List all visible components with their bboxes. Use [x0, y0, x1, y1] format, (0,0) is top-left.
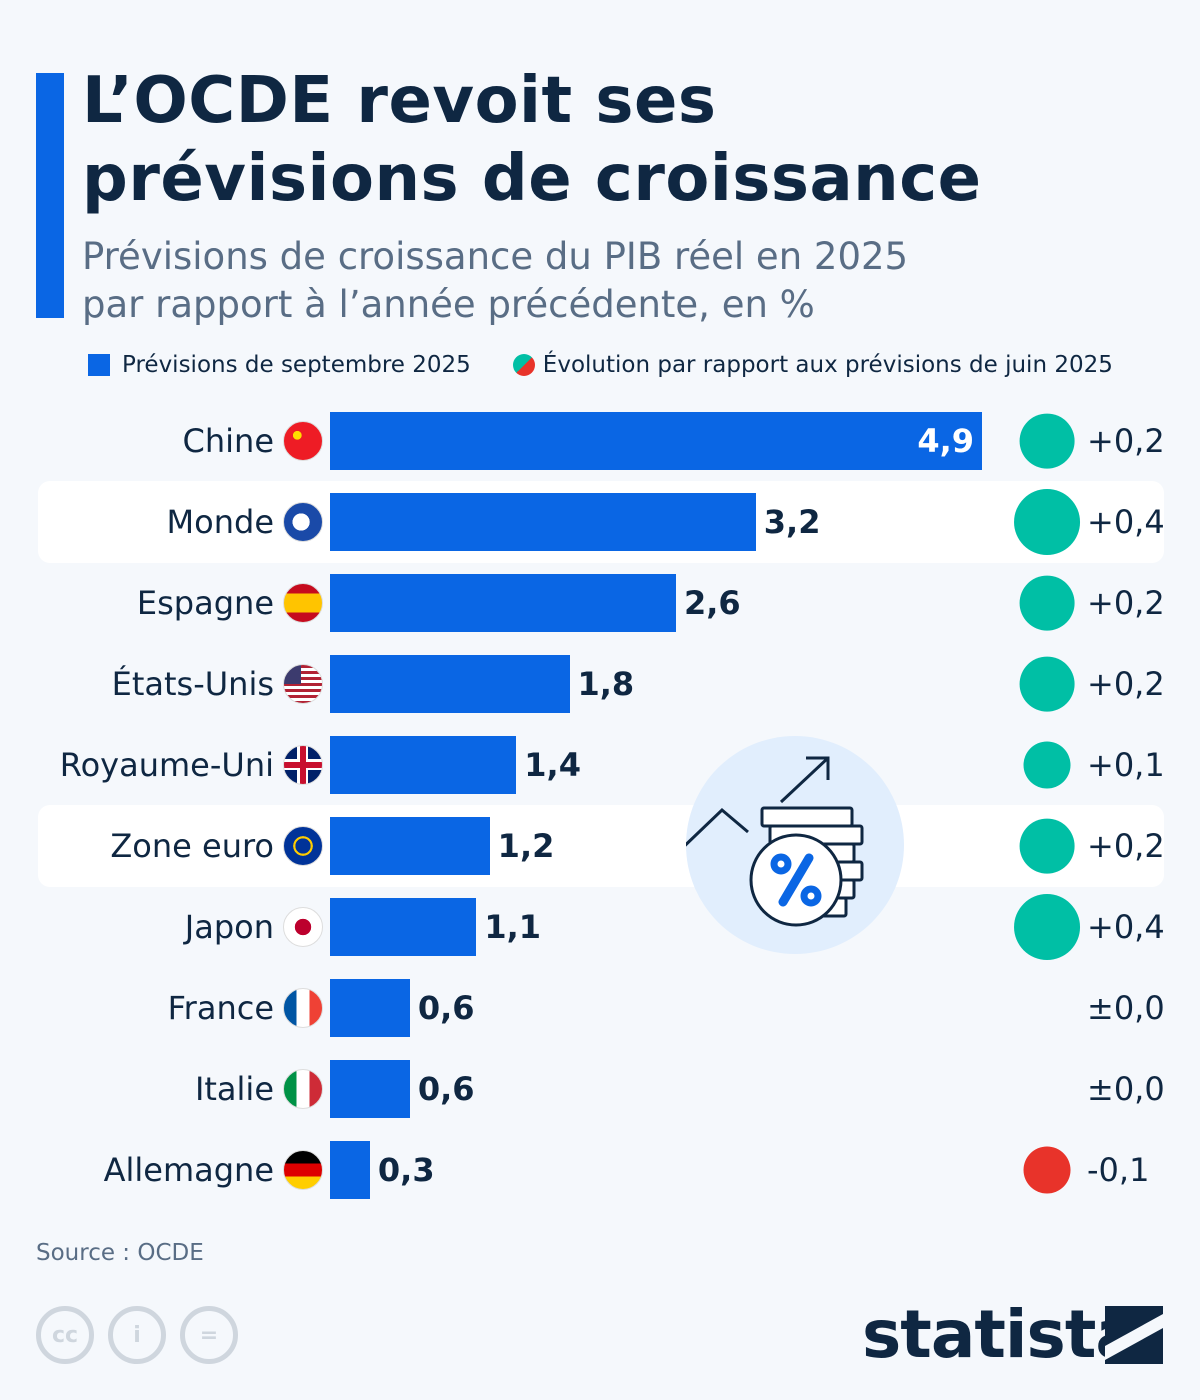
source-note: Source : OCDE [36, 1240, 204, 1266]
spain-flag-icon [283, 583, 323, 623]
globe-icon [283, 502, 323, 542]
title-accent-bar [36, 73, 64, 318]
bar-Allemagne[interactable] [330, 1141, 370, 1199]
change-dot [1014, 489, 1080, 555]
category-label: Allemagne [103, 1151, 274, 1189]
value-label: 0,3 [377, 1151, 435, 1189]
bar-Zone euro[interactable] [330, 817, 490, 875]
attribution-icon[interactable]: i [108, 1306, 166, 1364]
change-label: -0,1 [1087, 1151, 1150, 1189]
change-label: +0,4 [1087, 908, 1165, 946]
subtitle: Prévisions de croissance du PIB réel en … [82, 233, 908, 329]
france-flag-icon [283, 988, 323, 1028]
china-flag-icon [283, 421, 323, 461]
category-label: Royaume-Uni [59, 746, 274, 784]
title-line-1: L’OCDE revoit ses [82, 64, 717, 138]
legend-bar-swatch [88, 354, 110, 376]
bar-Espagne[interactable] [330, 574, 676, 632]
growth-coins-percent-icon [672, 736, 904, 954]
nd-text: = [199, 1322, 219, 1348]
value-label: 1,2 [497, 827, 555, 865]
uk-flag-icon [283, 745, 323, 785]
category-label: France [167, 989, 274, 1027]
change-dot [1023, 1146, 1071, 1194]
subtitle-line-1: Prévisions de croissance du PIB réel en … [82, 235, 909, 278]
value-label: 0,6 [417, 1070, 475, 1108]
change-label: ±0,0 [1087, 989, 1165, 1027]
value-label: 2,6 [683, 584, 741, 622]
value-label: 1,1 [484, 908, 542, 946]
subtitle-line-2: par rapport à l’année précédente, en % [82, 283, 815, 326]
bar-Monde[interactable] [330, 493, 756, 551]
by-text: i [133, 1322, 141, 1348]
statista-logo[interactable]: statista [862, 1296, 1140, 1373]
change-dot [1019, 656, 1075, 712]
change-dot [1014, 894, 1080, 960]
value-label: 4,9 [917, 422, 974, 460]
value-label: 0,6 [417, 989, 475, 1027]
change-label: +0,1 [1087, 746, 1165, 784]
change-label: +0,2 [1087, 665, 1165, 703]
usa-flag-icon [283, 664, 323, 704]
category-label: Monde [166, 503, 274, 541]
category-label: États-Unis [111, 665, 274, 703]
eu-flag-icon [283, 826, 323, 866]
change-dot [1019, 575, 1075, 631]
change-label: +0,2 [1087, 422, 1165, 460]
legend-bar-label: Prévisions de septembre 2025 [122, 352, 471, 378]
category-label: Zone euro [110, 827, 274, 865]
value-label: 3,2 [763, 503, 821, 541]
cc-text: cc [51, 1322, 79, 1348]
category-label: Japon [184, 908, 274, 946]
bar-Royaume-Uni[interactable] [330, 736, 517, 794]
page-title: L’OCDE revoit ses prévisions de croissanc… [82, 62, 982, 218]
category-label: Espagne [136, 584, 274, 622]
change-label: ±0,0 [1087, 1070, 1165, 1108]
value-label: 1,4 [524, 746, 581, 784]
legend-change-label: Évolution par rapport aux prévisions de … [542, 352, 1113, 378]
no-derivatives-icon[interactable]: = [180, 1306, 238, 1364]
japan-flag-icon [283, 907, 323, 947]
cc-license-icon[interactable]: cc [36, 1306, 94, 1364]
value-label: 1,8 [577, 665, 635, 703]
change-dot [1019, 818, 1075, 874]
bar-Chine[interactable] [330, 412, 982, 470]
bar-États-Unis[interactable] [330, 655, 570, 713]
change-label: +0,2 [1087, 827, 1165, 865]
category-label: Chine [182, 422, 274, 460]
change-label: +0,2 [1087, 584, 1165, 622]
change-dot [1019, 413, 1075, 469]
bar-France[interactable] [330, 979, 410, 1037]
italy-flag-icon [283, 1069, 323, 1109]
legend: Prévisions de septembre 2025 Évolution p… [88, 352, 1113, 378]
legend-change-swatch [512, 354, 535, 376]
statista-logo-mark [1105, 1306, 1163, 1364]
highlight-band [38, 805, 1164, 887]
category-label: Italie [194, 1070, 274, 1108]
bar-Italie[interactable] [330, 1060, 410, 1118]
change-dot [1023, 741, 1071, 789]
change-label: +0,4 [1087, 503, 1165, 541]
germany-flag-icon [283, 1150, 323, 1190]
bar-Japon[interactable] [330, 898, 477, 956]
title-line-2: prévisions de croissance [82, 142, 982, 216]
